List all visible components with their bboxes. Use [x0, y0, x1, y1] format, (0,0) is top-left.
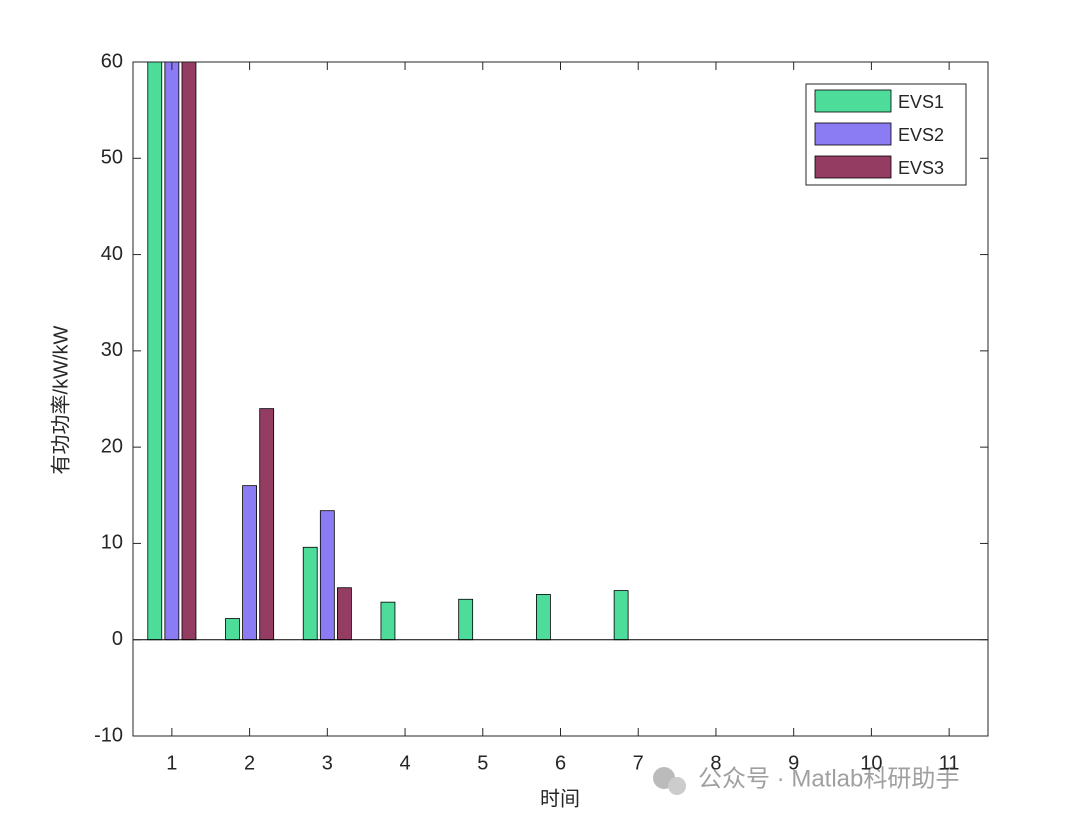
bar [147, 62, 163, 641]
legend-swatch [814, 122, 892, 146]
bar [458, 598, 474, 641]
x-tick-label: 1 [166, 752, 177, 774]
y-axis-label: 有功功率/kW/kW [49, 325, 72, 474]
legend-swatch [814, 89, 892, 113]
bar [242, 485, 257, 641]
x-tick-label: 3 [322, 752, 333, 774]
y-tick-label: 20 [101, 435, 123, 457]
x-tick-label: 9 [788, 752, 799, 774]
y-tick-label: 40 [101, 243, 123, 265]
bar [319, 510, 335, 641]
bar [259, 408, 275, 641]
x-tick-label: 5 [477, 752, 488, 774]
y-tick-label: 0 [112, 628, 123, 650]
watermark: 公众号 · Matlab科研助手 [653, 765, 959, 795]
watermark-text: 公众号 · Matlab科研助手 [698, 765, 959, 792]
x-tick-label: 4 [399, 752, 410, 774]
x-tick-label: 2 [244, 752, 255, 774]
bar [181, 62, 197, 641]
x-axis-label: 时间 [540, 787, 580, 810]
bar [164, 62, 180, 641]
y-tick-label: -10 [94, 724, 123, 746]
legend-label: EVS2 [898, 125, 944, 145]
x-tick-label: 8 [710, 752, 721, 774]
bar [380, 601, 396, 641]
y-tick-label: 10 [101, 532, 123, 554]
x-tick-label: 6 [555, 752, 566, 774]
x-tick-label: 7 [633, 752, 644, 774]
legend-label: EVS1 [898, 92, 944, 112]
bar [225, 618, 240, 641]
legend-label: EVS3 [898, 158, 944, 178]
bars [147, 62, 629, 641]
bar [613, 590, 629, 641]
x-tick-label: 10 [860, 752, 882, 774]
y-tick-label: 60 [101, 50, 123, 72]
bar [337, 587, 352, 641]
y-tick-label: 50 [101, 147, 123, 169]
y-tick-label: 30 [101, 339, 123, 361]
x-tick-label: 11 [939, 752, 960, 774]
bar [302, 546, 318, 641]
legend-swatch [814, 155, 892, 179]
bar [536, 594, 551, 641]
